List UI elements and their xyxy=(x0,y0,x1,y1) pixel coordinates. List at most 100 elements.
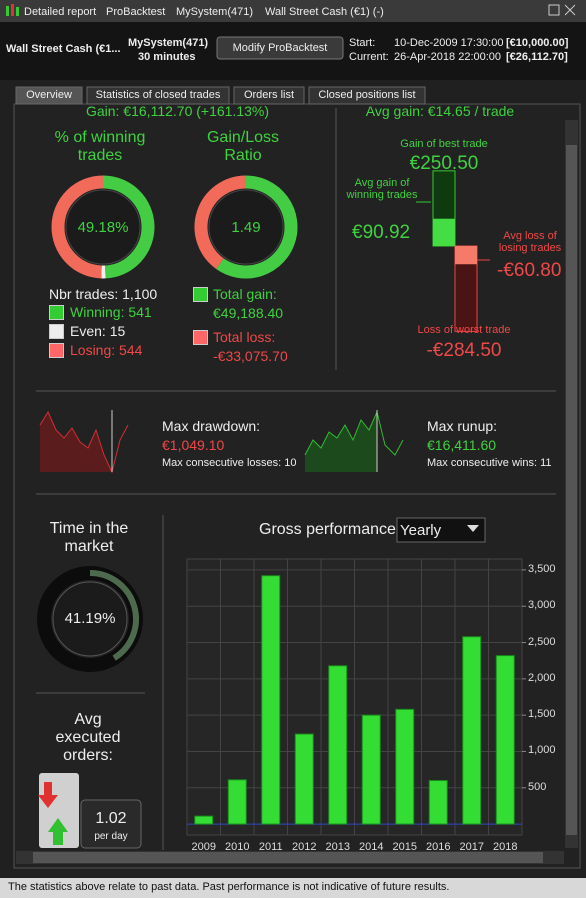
avg-win xyxy=(433,218,455,246)
y-tick-label: 3,500 xyxy=(528,562,556,575)
value: 544 xyxy=(119,342,143,358)
worst-label: Loss of worst trade xyxy=(417,324,511,336)
value: 15 xyxy=(109,323,126,339)
value: 541 xyxy=(128,304,152,320)
window-tab[interactable]: MySystem(471) xyxy=(176,6,254,18)
ratio-title: Gain/Loss Ratio xyxy=(206,129,280,164)
bar xyxy=(194,815,214,825)
total-gain-label: Total gain: xyxy=(213,286,277,302)
bar xyxy=(328,665,348,825)
x-tick-label: 2018 xyxy=(493,841,518,853)
donut-segment xyxy=(89,570,139,661)
nbr-trades: Nbr trades: 1,100 xyxy=(49,286,157,302)
avg-gain: Avg gain: €14.65 / trade xyxy=(365,103,515,119)
winning-title: % of winning trades xyxy=(54,129,146,164)
total-loss-label: Total loss: xyxy=(213,329,276,345)
max-wins: Max consecutive wins: 11 xyxy=(427,457,552,469)
label: Winning: xyxy=(70,304,125,320)
max-losses: Max consecutive losses: 10 xyxy=(162,457,297,469)
runup: €16,411.60 xyxy=(427,437,497,453)
tab-bg xyxy=(233,86,305,105)
period-select[interactable]: Yearly xyxy=(400,522,442,539)
y-tick-label: 500 xyxy=(528,780,547,793)
bar xyxy=(495,655,515,825)
x-tick-label: 2017 xyxy=(459,841,484,853)
total-gain: €49,188.40 xyxy=(213,305,284,321)
y-tick-label: 2,500 xyxy=(528,635,556,648)
y-tick-label: 1,000 xyxy=(528,744,556,757)
ratio: 1.49 xyxy=(231,219,261,236)
footer: The statistics above relate to past data… xyxy=(8,881,450,893)
current-capital: [€26,112.70] xyxy=(506,51,568,63)
current-date: 26-Apr-2018 22:00:00 xyxy=(394,51,502,63)
avg-win-label: Avg gain of winning trades xyxy=(346,177,418,201)
x-tick-label: 2016 xyxy=(426,841,451,853)
instrument: Wall Street Cash (€1... xyxy=(6,43,121,55)
chart-title: Gross performance xyxy=(259,521,396,538)
bar xyxy=(294,733,314,825)
y-tick-label: 1,500 xyxy=(528,708,556,721)
label: Nbr trades: xyxy=(49,286,119,302)
bar xyxy=(361,714,381,825)
donut-segment xyxy=(216,175,298,279)
y-tick-label: 2,000 xyxy=(528,671,556,684)
tab[interactable]: Statistics of closed trades xyxy=(95,89,221,101)
window-tab[interactable]: ProBacktest xyxy=(106,6,166,18)
best-label: Gain of best trade xyxy=(400,138,488,150)
runup-label: Max runup: xyxy=(427,418,498,434)
start-capital: [€10,000.00] xyxy=(506,37,569,49)
donut-segment xyxy=(51,175,104,279)
timeframe: 30 minutes xyxy=(138,51,196,63)
y-tick-label: 3,000 xyxy=(528,599,556,612)
winning-pct: 49.18% xyxy=(77,219,129,236)
even: Even: 15 xyxy=(70,323,125,339)
orders-unit: per day xyxy=(94,831,128,842)
window-tab[interactable]: Wall Street Cash (€1) (-) xyxy=(265,6,384,18)
total-loss: -€33,075.70 xyxy=(213,348,288,364)
donut-hole xyxy=(65,189,141,265)
orders: 1.02 xyxy=(95,810,127,827)
losing: Losing: 544 xyxy=(70,342,142,358)
tab-bg xyxy=(86,86,230,105)
tab[interactable]: Closed positions list xyxy=(318,89,416,101)
label: Even: xyxy=(70,323,106,339)
market-title: Time in the market xyxy=(49,520,129,555)
x-tick-label: 2010 xyxy=(225,841,250,853)
avg-loss: -€60.80 xyxy=(497,260,562,281)
avg-loss xyxy=(455,246,477,265)
market-pct: 41.19% xyxy=(64,610,116,627)
x-tick-label: 2009 xyxy=(191,841,216,853)
donut-segment xyxy=(194,175,247,269)
avg-win: €90.92 xyxy=(352,222,411,243)
window-tab[interactable]: Detailed report xyxy=(24,6,97,18)
gain: Gain: €16,112.70 (+161.13%) xyxy=(85,103,270,119)
donut-hole xyxy=(208,189,284,265)
drawdown: €1,049.10 xyxy=(162,437,225,453)
tab-bg xyxy=(308,86,426,105)
tab-bg xyxy=(15,86,83,105)
value: 1,100 xyxy=(122,286,158,302)
start-label: Start: xyxy=(349,37,376,49)
tab[interactable]: Overview xyxy=(26,89,72,101)
label: Losing: xyxy=(70,342,116,358)
system: MySystem(471) xyxy=(128,37,209,49)
bar xyxy=(395,708,415,825)
donut-segment xyxy=(102,175,155,279)
worst: -€284.50 xyxy=(426,340,502,361)
donut-hole xyxy=(52,581,128,657)
orders-title: Avg executed orders: xyxy=(55,711,121,764)
bar xyxy=(462,636,482,825)
x-tick-label: 2012 xyxy=(292,841,317,853)
best: €250.50 xyxy=(409,153,479,174)
tab[interactable]: Orders list xyxy=(243,89,295,101)
bar xyxy=(428,780,448,825)
current-label: Current: xyxy=(349,51,389,63)
drawdown-label: Max drawdown: xyxy=(162,418,261,434)
x-tick-label: 2013 xyxy=(325,841,350,853)
start-date: 10-Dec-2009 17:30:00 xyxy=(394,37,504,49)
x-tick-label: 2015 xyxy=(392,841,417,853)
bar xyxy=(227,779,247,825)
button[interactable]: Modify ProBacktest xyxy=(232,42,328,54)
